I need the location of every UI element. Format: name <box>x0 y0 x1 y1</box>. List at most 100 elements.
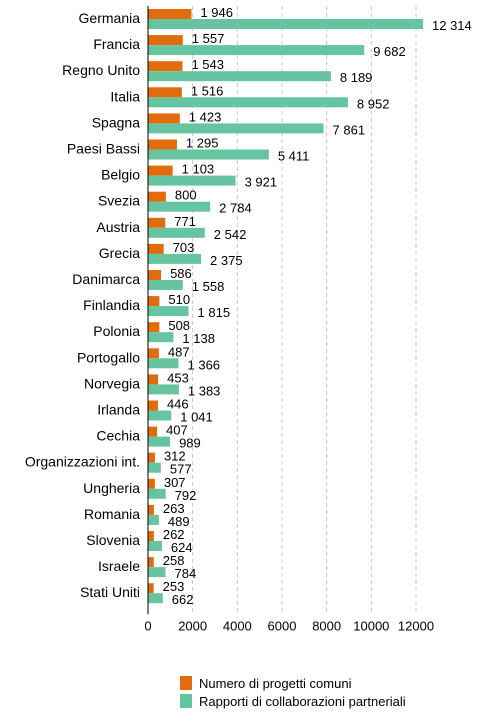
data-label-rapporti: 2 375 <box>210 253 243 268</box>
bar-progetti <box>148 35 183 46</box>
legend-swatch <box>180 676 192 690</box>
bar-progetti <box>148 557 154 568</box>
category-label: Francia <box>93 36 140 52</box>
bar-rapporti <box>148 593 163 604</box>
x-tick-label: 12000 <box>398 618 434 633</box>
data-label-progetti: 407 <box>166 423 188 438</box>
data-label-rapporti: 1 366 <box>188 357 221 372</box>
data-label-rapporti: 9 682 <box>373 44 406 59</box>
category-label: Cechia <box>96 428 140 444</box>
grid-lines <box>192 6 417 615</box>
bar-progetti <box>148 61 183 72</box>
bar-progetti <box>148 426 158 437</box>
data-label-progetti: 263 <box>163 501 185 516</box>
data-label-rapporti: 1 383 <box>188 383 221 398</box>
data-label-rapporti: 989 <box>179 436 201 451</box>
bar-progetti <box>148 191 166 202</box>
bar-progetti <box>148 87 182 98</box>
bar-progetti <box>148 296 160 307</box>
data-label-rapporti: 624 <box>171 540 193 555</box>
data-label-rapporti: 1 138 <box>182 331 215 346</box>
category-label: Slovenia <box>86 532 140 548</box>
data-label-rapporti: 2 542 <box>214 227 247 242</box>
bar-progetti <box>148 531 154 541</box>
data-label-progetti: 1 103 <box>182 162 215 177</box>
data-label-progetti: 508 <box>168 318 190 333</box>
bar-rapporti <box>148 123 324 134</box>
data-label-progetti: 487 <box>168 344 190 359</box>
data-label-progetti: 510 <box>168 292 190 307</box>
x-tick-label: 2000 <box>178 618 207 633</box>
bar-rapporti <box>148 253 202 264</box>
data-label-progetti: 262 <box>163 527 185 542</box>
data-label-rapporti: 8 189 <box>340 70 373 85</box>
bar-progetti <box>148 270 162 280</box>
bars <box>148 9 424 604</box>
bar-progetti <box>148 478 155 489</box>
data-label-progetti: 258 <box>163 553 185 568</box>
category-label: Svezia <box>98 193 140 209</box>
bar-progetti <box>148 9 192 19</box>
bar-progetti <box>148 243 164 254</box>
data-label-progetti: 446 <box>167 397 189 412</box>
bar-rapporti <box>148 567 166 578</box>
data-label-progetti: 771 <box>174 214 196 229</box>
bar-rapporti <box>148 97 348 108</box>
bar-progetti <box>148 113 180 124</box>
category-label: Grecia <box>99 245 140 261</box>
data-label-rapporti: 792 <box>175 488 197 503</box>
bar-rapporti <box>148 332 174 343</box>
bar-progetti <box>148 165 173 176</box>
bar-rapporti <box>148 19 424 29</box>
data-label-progetti: 1 295 <box>186 136 219 151</box>
bar-rapporti <box>148 175 236 186</box>
data-label-rapporti: 662 <box>172 592 194 607</box>
data-label-progetti: 307 <box>164 475 186 490</box>
legend-label: Rapporti di collaborazioni partneriali <box>199 694 406 709</box>
category-label: Finlandia <box>83 297 140 313</box>
x-tick-label: 10000 <box>353 618 389 633</box>
x-tick-label: 0 <box>144 618 151 633</box>
data-label-rapporti: 8 952 <box>357 96 390 111</box>
legend-swatch <box>180 694 192 708</box>
category-label: Italia <box>110 88 140 104</box>
data-label-rapporti: 784 <box>175 566 197 581</box>
bar-progetti <box>148 400 158 411</box>
bar-rapporti <box>148 410 172 421</box>
data-label-progetti: 586 <box>170 266 192 281</box>
data-label-progetti: 800 <box>175 188 197 203</box>
bar-rapporti <box>148 280 183 290</box>
bar-progetti <box>148 217 166 228</box>
category-label: Germania <box>79 10 141 26</box>
bar-rapporti <box>148 71 331 82</box>
bar-rapporti <box>148 306 189 317</box>
bar-progetti <box>148 452 155 463</box>
bar-rapporti <box>148 541 162 551</box>
bar-progetti <box>148 139 177 150</box>
category-label: Regno Unito <box>62 62 140 78</box>
data-label-progetti: 253 <box>163 579 185 594</box>
bar-rapporti <box>148 488 166 499</box>
data-label-rapporti: 3 921 <box>245 175 278 190</box>
category-labels: Germania Francia Regno Unito Italia Spagna Pa… <box>25 10 140 600</box>
category-label: Polonia <box>93 323 140 339</box>
category-label: Israele <box>98 558 140 574</box>
x-axis: 0 2000 4000 6000 8000 10000 12000 <box>144 6 434 633</box>
data-label-rapporti: 1 041 <box>180 410 213 425</box>
bar-progetti <box>148 374 159 385</box>
data-label-rapporti: 7 861 <box>333 122 366 137</box>
legend: Numero di progetti comuni Rapporti di col… <box>180 676 406 709</box>
x-tick-label: 8000 <box>312 618 341 633</box>
category-label: Belgio <box>101 167 140 183</box>
bar-rapporti <box>148 358 179 369</box>
bar-progetti <box>148 322 160 333</box>
data-label-progetti: 1 516 <box>191 83 224 98</box>
x-tick-label: 4000 <box>223 618 252 633</box>
bar-rapporti <box>148 45 365 56</box>
data-label-rapporti: 2 784 <box>219 201 252 216</box>
category-label: Spagna <box>92 114 140 130</box>
bar-rapporti <box>148 384 179 395</box>
data-label-rapporti: 577 <box>170 462 192 477</box>
bar-progetti <box>148 348 159 359</box>
